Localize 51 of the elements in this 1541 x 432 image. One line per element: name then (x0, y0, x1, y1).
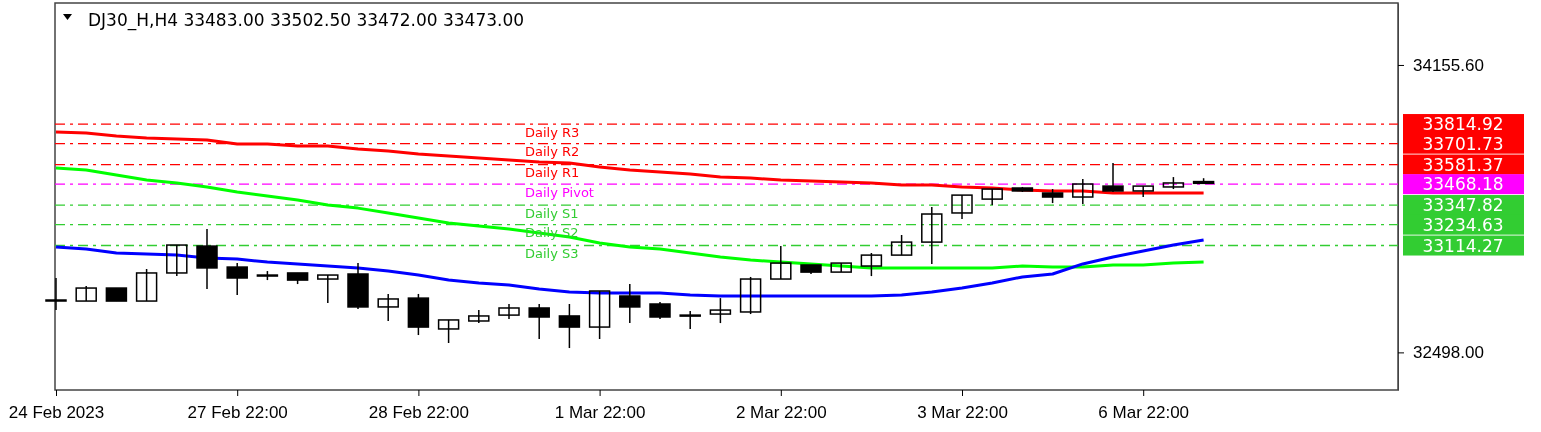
ref-line-label: Daily S3 (525, 246, 579, 262)
candlestick (468, 309, 490, 324)
candlestick (709, 297, 732, 324)
y-tick-label: 32498.00 (1413, 343, 1484, 363)
candlestick (377, 293, 399, 322)
text: 33468.18 (1422, 174, 1504, 195)
candlestick (317, 274, 339, 304)
candlestick (588, 290, 611, 340)
chart-title: DJ30_H,H4 33483.00 33502.50 33472.00 33473.00 (88, 10, 525, 31)
candlestick (739, 276, 762, 315)
text: 33114.27 (1422, 235, 1504, 256)
candlestick (226, 262, 248, 296)
candlestick (830, 262, 852, 273)
candlestick (921, 206, 943, 265)
x-tick-label: 27 Feb 22:00 (187, 402, 288, 422)
candlestick (196, 228, 218, 290)
candlestick (166, 244, 188, 277)
text: 33234.63 (1422, 214, 1504, 235)
candlestick (528, 303, 550, 340)
candlestick (1132, 185, 1154, 198)
candlestick (770, 245, 792, 280)
candlestick (1072, 178, 1094, 205)
candlestick (890, 234, 913, 256)
y-tick-label: 34155.60 (1413, 55, 1484, 75)
x-tick-label: 28 Feb 22:00 (368, 402, 469, 422)
text: 33581.37 (1422, 154, 1504, 175)
candlestick (679, 310, 701, 330)
text: 33814.92 (1422, 114, 1504, 135)
x-tick-label: 2 Mar 22:00 (735, 402, 827, 422)
ref-line-label: Daily Pivot (525, 184, 594, 200)
candlestick (951, 194, 973, 220)
ref-line-label: Daily R2 (525, 144, 580, 160)
x-tick-label: 6 Mar 22:00 (1098, 402, 1190, 422)
candlestick (619, 283, 641, 324)
candlestick (45, 277, 67, 311)
ref-line-label: Daily R3 (525, 124, 580, 140)
candlestick (1102, 162, 1124, 193)
candlestick (981, 188, 1003, 206)
x-tick-label: 24 Feb 2023 (8, 402, 105, 422)
ref-line-label: Daily S1 (525, 205, 579, 221)
candlestick (558, 303, 581, 349)
candlestick (437, 319, 460, 344)
candlestick (135, 268, 158, 302)
x-tick-label: 3 Mar 22:00 (917, 402, 1008, 422)
candlestick (75, 285, 97, 302)
candlestick (860, 252, 883, 277)
text: 33347.82 (1422, 195, 1504, 216)
x-tick-label: 1 Mar 22:00 (554, 402, 646, 422)
text: 33701.73 (1422, 133, 1504, 154)
ref-line-label: Daily R1 (525, 165, 580, 181)
candlestick (498, 303, 520, 320)
